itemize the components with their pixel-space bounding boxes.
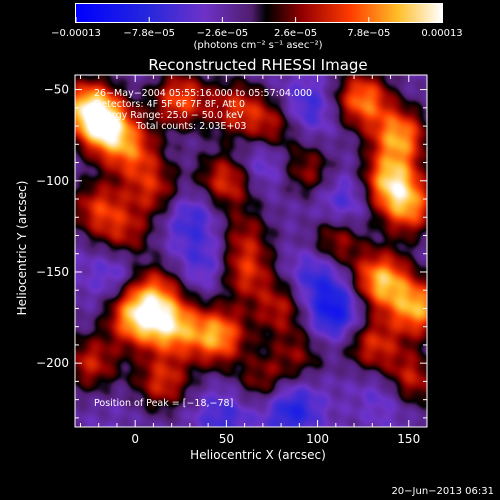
colorbar bbox=[75, 3, 443, 23]
x-tick-label: 0 bbox=[131, 432, 139, 446]
y-tick-label: −50 bbox=[44, 83, 69, 97]
annotation-time: 26−May−2004 05:55:16.000 to 05:57:04.000 bbox=[94, 88, 312, 99]
annotation-peak: Position of Peak = [−18,−78] bbox=[94, 398, 233, 409]
colorbar-tick-label: −0.00013 bbox=[51, 28, 101, 39]
colorbar-units: (photons cm⁻² s⁻¹ asec⁻²) bbox=[193, 40, 322, 51]
x-axis-label: Heliocentric X (arcsec) bbox=[190, 448, 326, 462]
x-tick-label: 150 bbox=[397, 432, 420, 446]
annotation-method: Clean Total counts: 2.03E+03 bbox=[94, 121, 246, 132]
colorbar-ticks: −0.00013 −7.8e−05 −2.6e−05 2.6e−05 7.8e−05 0.… bbox=[51, 17, 463, 39]
colorbar-tick-label: −7.8e−05 bbox=[123, 28, 175, 39]
y-axis-label: Heliocentric Y (arcsec) bbox=[15, 181, 29, 316]
annotation-detectors: Detectors: 4F 5F 6F 7F 8F, Att 0 bbox=[94, 99, 245, 110]
plot-frame bbox=[74, 74, 428, 428]
colorbar-tick-label: 2.6e−05 bbox=[274, 28, 317, 39]
chart-title: Reconstructed RHESSI Image bbox=[148, 56, 367, 74]
colorbar-tick-label: 0.00013 bbox=[421, 28, 462, 39]
y-tick-label: −100 bbox=[36, 174, 69, 188]
y-tick-label: −200 bbox=[36, 356, 69, 370]
colorbar-tick-label: 7.8e−05 bbox=[347, 28, 390, 39]
annotation-energy: Energy Range: 25.0 − 50.0 keV bbox=[94, 110, 244, 121]
colorbar-tick-label: −2.6e−05 bbox=[197, 28, 249, 39]
x-tick-label: 50 bbox=[219, 432, 234, 446]
footer-date: 20−Jun−2013 06:31 bbox=[391, 486, 494, 497]
y-tick-label: −150 bbox=[36, 265, 69, 279]
x-tick-label: 100 bbox=[306, 432, 329, 446]
heatmap-image bbox=[75, 75, 427, 427]
